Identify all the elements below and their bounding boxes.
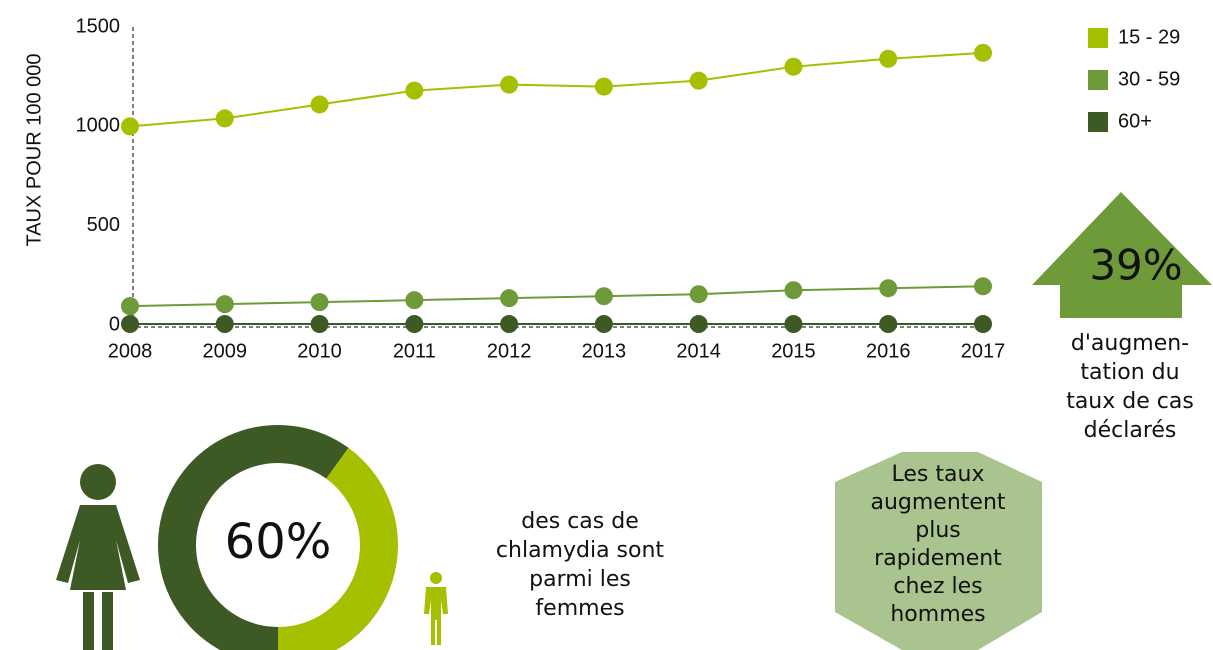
data-point <box>784 281 803 300</box>
x-tick-label: 2009 <box>203 340 248 362</box>
x-tick-label: 2012 <box>487 340 532 362</box>
data-point <box>405 81 424 100</box>
donut-center-label: 60% <box>225 514 332 570</box>
data-point <box>310 293 329 312</box>
woman-icon <box>56 464 140 650</box>
x-tick-label: 2008 <box>108 340 153 362</box>
hexagon-text: augmentent <box>870 490 1005 515</box>
x-tick-label: 2015 <box>771 340 816 362</box>
y-tick-label: 0 <box>109 313 120 335</box>
legend-label: 30 - 59 <box>1118 68 1180 90</box>
donut-caption: femmes <box>535 596 624 621</box>
hexagon-text: Les taux <box>892 462 985 487</box>
data-point <box>879 49 898 68</box>
x-tick-label: 2016 <box>866 340 911 362</box>
donut-caption: chlamydia sont <box>496 538 665 563</box>
hexagon-text: chez les <box>893 574 982 599</box>
x-tick-label: 2014 <box>676 340 721 362</box>
data-point <box>594 77 613 96</box>
arrow-text: taux de cas <box>1066 389 1194 414</box>
data-point <box>974 277 992 296</box>
data-point <box>594 315 613 334</box>
legend-swatch <box>1088 112 1108 132</box>
arrow-text: déclarés <box>1084 418 1177 443</box>
data-point <box>879 279 898 298</box>
legend-label: 15 - 29 <box>1118 26 1180 48</box>
data-point <box>594 287 613 306</box>
data-point <box>974 315 992 334</box>
arrow-shape <box>1032 192 1212 318</box>
hexagon-text: hommes <box>890 602 985 627</box>
data-point <box>500 315 519 334</box>
data-point <box>879 315 898 334</box>
y-tick-label: 1000 <box>76 115 121 137</box>
donut-segment <box>278 447 398 650</box>
data-point <box>689 71 708 90</box>
data-point <box>689 315 708 334</box>
hexagon-text: plus <box>915 518 960 543</box>
donut-caption: des cas de <box>521 509 639 534</box>
data-point <box>215 109 234 128</box>
data-point <box>310 95 329 114</box>
x-tick-label: 2013 <box>582 340 627 362</box>
x-tick-label: 2010 <box>297 340 342 362</box>
man-icon <box>424 572 448 645</box>
legend-label: 60+ <box>1118 110 1152 132</box>
donut-segment <box>158 425 349 650</box>
legend-swatch <box>1088 70 1108 90</box>
data-point <box>310 315 329 334</box>
series-line <box>129 51 984 128</box>
arrow-value: 39% <box>1089 241 1182 290</box>
data-point <box>500 75 519 94</box>
y-axis-label: TAUX POUR 100 000 <box>23 53 45 246</box>
arrow-text: tation du <box>1080 360 1179 385</box>
data-point <box>405 315 424 334</box>
data-point <box>215 315 234 334</box>
legend-swatch <box>1088 28 1108 48</box>
data-point <box>405 291 424 310</box>
data-point <box>215 295 234 314</box>
data-point <box>500 289 519 308</box>
data-point <box>784 315 803 334</box>
data-point <box>974 43 992 62</box>
x-tick-label: 2011 <box>393 340 436 362</box>
hexagon-shape <box>835 452 1042 650</box>
series-line <box>129 285 984 308</box>
data-point <box>121 117 139 136</box>
data-point <box>121 297 139 316</box>
hexagon-text: rapidement <box>874 546 1002 571</box>
data-point <box>689 285 708 304</box>
y-tick-label: 500 <box>87 214 120 236</box>
y-tick-label: 1500 <box>76 15 121 37</box>
donut-caption: parmi les <box>529 567 631 592</box>
data-point <box>784 57 803 76</box>
arrow-text: d'augmen- <box>1071 331 1189 356</box>
x-tick-label: 2017 <box>961 340 1006 362</box>
data-point <box>121 315 139 334</box>
